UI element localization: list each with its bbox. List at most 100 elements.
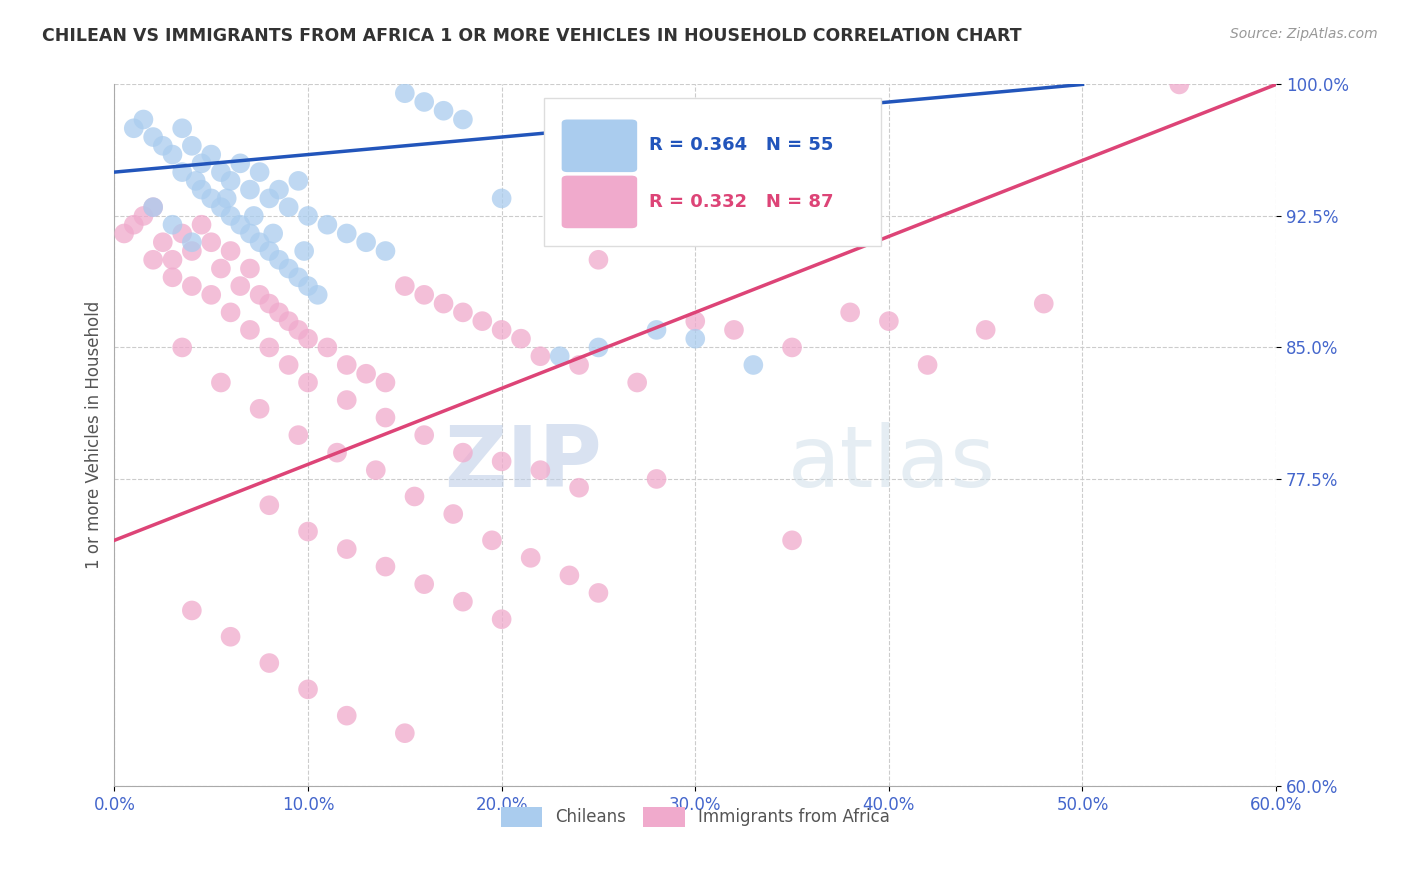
Point bbox=[432, 103, 454, 118]
Point bbox=[142, 130, 165, 145]
Point bbox=[132, 209, 155, 223]
Point bbox=[277, 358, 299, 372]
Point bbox=[307, 288, 329, 302]
Point bbox=[374, 559, 396, 574]
Point bbox=[292, 244, 315, 258]
Point bbox=[162, 147, 184, 161]
Point bbox=[172, 165, 194, 179]
Point bbox=[152, 138, 174, 153]
Point bbox=[112, 227, 135, 241]
Point bbox=[297, 376, 319, 390]
Point bbox=[316, 218, 339, 232]
Point bbox=[568, 481, 591, 495]
Point bbox=[200, 147, 222, 161]
Point bbox=[267, 305, 290, 319]
Point bbox=[451, 305, 474, 319]
Point bbox=[471, 314, 494, 328]
Point bbox=[451, 445, 474, 459]
Point bbox=[548, 349, 571, 363]
Point bbox=[839, 305, 862, 319]
Point bbox=[432, 296, 454, 310]
Point bbox=[519, 550, 541, 565]
Point bbox=[336, 227, 359, 241]
Point bbox=[588, 252, 610, 267]
Point bbox=[588, 586, 610, 600]
Point bbox=[249, 235, 271, 250]
Point bbox=[374, 376, 396, 390]
Point bbox=[172, 121, 194, 136]
Point bbox=[219, 244, 242, 258]
Point bbox=[683, 314, 706, 328]
Point bbox=[780, 341, 803, 355]
Point bbox=[122, 218, 145, 232]
Point bbox=[451, 595, 474, 609]
Point bbox=[316, 341, 339, 355]
Point bbox=[336, 358, 359, 372]
Point bbox=[394, 279, 416, 293]
Point bbox=[209, 165, 232, 179]
Point bbox=[200, 288, 222, 302]
Point bbox=[683, 332, 706, 346]
Text: atlas: atlas bbox=[789, 422, 997, 505]
Point bbox=[219, 630, 242, 644]
FancyBboxPatch shape bbox=[544, 98, 882, 246]
Legend: Chileans, Immigrants from Africa: Chileans, Immigrants from Africa bbox=[494, 800, 897, 833]
Y-axis label: 1 or more Vehicles in Household: 1 or more Vehicles in Household bbox=[86, 301, 103, 569]
Text: R = 0.332   N = 87: R = 0.332 N = 87 bbox=[648, 193, 834, 211]
Point bbox=[287, 428, 309, 442]
Point bbox=[451, 112, 474, 127]
FancyBboxPatch shape bbox=[561, 120, 637, 172]
Point bbox=[1032, 296, 1054, 310]
Point bbox=[259, 656, 281, 670]
Point bbox=[529, 463, 551, 477]
Point bbox=[742, 358, 765, 372]
Point bbox=[491, 612, 513, 626]
Point bbox=[297, 279, 319, 293]
Point bbox=[297, 682, 319, 697]
Point bbox=[229, 218, 252, 232]
Point bbox=[219, 174, 242, 188]
Point bbox=[364, 463, 387, 477]
Point bbox=[239, 323, 262, 337]
Point bbox=[180, 235, 202, 250]
Point bbox=[336, 392, 359, 407]
Point bbox=[249, 288, 271, 302]
Point bbox=[277, 314, 299, 328]
Point bbox=[190, 183, 212, 197]
Point bbox=[877, 314, 900, 328]
Point bbox=[267, 183, 290, 197]
Point bbox=[974, 323, 997, 337]
Point bbox=[413, 577, 436, 591]
Point bbox=[326, 445, 349, 459]
Point bbox=[374, 244, 396, 258]
Point bbox=[259, 191, 281, 205]
Point bbox=[229, 279, 252, 293]
Point bbox=[491, 323, 513, 337]
Text: R = 0.364   N = 55: R = 0.364 N = 55 bbox=[648, 136, 834, 154]
Point bbox=[162, 270, 184, 285]
Point bbox=[568, 358, 591, 372]
Text: Source: ZipAtlas.com: Source: ZipAtlas.com bbox=[1230, 27, 1378, 41]
Point bbox=[209, 261, 232, 276]
Point bbox=[413, 428, 436, 442]
Point bbox=[780, 533, 803, 548]
Point bbox=[481, 533, 503, 548]
Point bbox=[152, 235, 174, 250]
Point bbox=[262, 227, 284, 241]
Point bbox=[184, 174, 207, 188]
Point bbox=[215, 191, 238, 205]
Point bbox=[917, 358, 939, 372]
Point bbox=[142, 200, 165, 214]
Point bbox=[180, 138, 202, 153]
Point bbox=[190, 156, 212, 170]
Point bbox=[249, 401, 271, 416]
Point bbox=[287, 174, 309, 188]
Point bbox=[172, 341, 194, 355]
Point bbox=[354, 235, 377, 250]
Point bbox=[413, 95, 436, 109]
Point bbox=[259, 244, 281, 258]
Point bbox=[172, 227, 194, 241]
Point bbox=[249, 165, 271, 179]
Point bbox=[394, 726, 416, 740]
FancyBboxPatch shape bbox=[561, 176, 637, 228]
